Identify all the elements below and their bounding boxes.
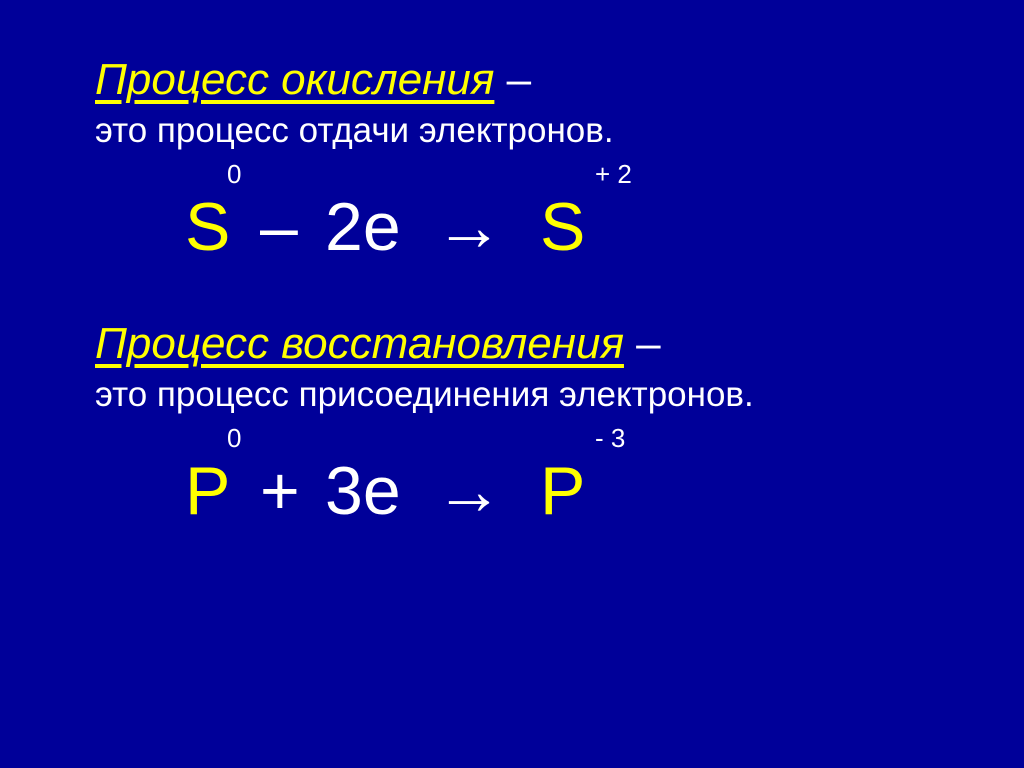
charge-2b: - 3 (595, 425, 625, 451)
count-2e: 2e (325, 193, 401, 261)
title-oxidation: Процесс окисления (95, 55, 494, 104)
op-plus: + (260, 457, 300, 525)
equation-reduction: 0 P + 3e → P - 3 (185, 429, 929, 525)
slide: Процесс окисления – это процесс отдачи э… (0, 0, 1024, 768)
elem-p-1: P (185, 457, 230, 525)
charge-2a: 0 (227, 425, 241, 451)
charge-1a: 0 (227, 161, 241, 187)
elem-s-2: S (540, 193, 585, 261)
op-minus: – (260, 193, 298, 261)
title-dash-2: – (624, 319, 661, 368)
arrow-1: → (435, 193, 503, 261)
arrow-2: → (435, 457, 503, 525)
elem-s-1: S (185, 193, 230, 261)
title-line-1: Процесс окисления – (95, 55, 929, 106)
section-reduction: Процесс восстановления – это процесс при… (95, 319, 929, 525)
elem-p-2: P (540, 457, 585, 525)
title-reduction: Процесс восстановления (95, 319, 624, 368)
title-dash-1: – (494, 55, 531, 104)
definition-reduction: это процесс присоединения электронов. (95, 372, 929, 418)
count-3e: 3e (325, 457, 401, 525)
section-oxidation: Процесс окисления – это процесс отдачи э… (95, 55, 929, 261)
title-line-2: Процесс восстановления – (95, 319, 929, 370)
charge-1b: + 2 (595, 161, 632, 187)
definition-oxidation: это процесс отдачи электронов. (95, 108, 929, 154)
equation-oxidation: 0 S – 2e → S + 2 (185, 165, 929, 261)
